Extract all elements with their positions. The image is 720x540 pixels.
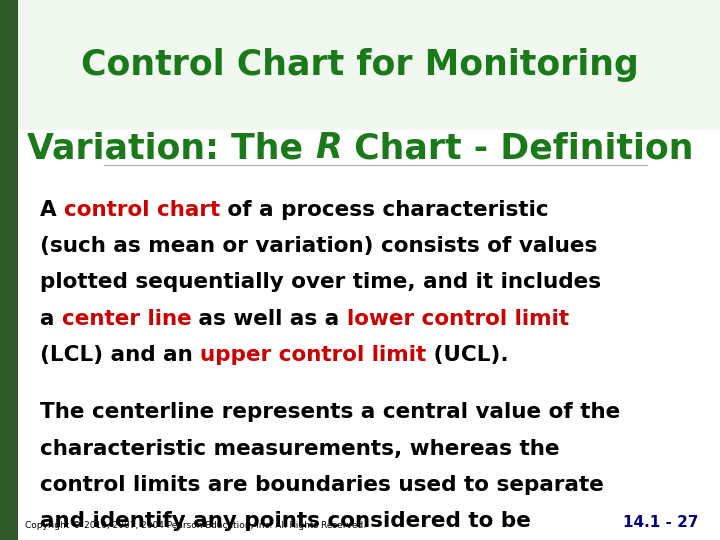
Text: lower control limit: lower control limit xyxy=(347,308,570,328)
Text: R: R xyxy=(315,132,342,165)
Text: The centerline represents a central value of the: The centerline represents a central valu… xyxy=(40,402,620,422)
Text: center line: center line xyxy=(62,308,192,328)
Text: A: A xyxy=(40,200,64,220)
Text: a: a xyxy=(40,308,62,328)
Text: of a process characteristic: of a process characteristic xyxy=(220,200,549,220)
Text: characteristic measurements, whereas the: characteristic measurements, whereas the xyxy=(40,438,559,458)
Text: (LCL) and an: (LCL) and an xyxy=(40,345,200,364)
Text: upper control limit: upper control limit xyxy=(200,345,426,364)
Text: Copyright © 2010, 2007, 2004 Pearson Education, Inc. All Rights Reserved.: Copyright © 2010, 2007, 2004 Pearson Edu… xyxy=(25,521,366,530)
Text: (such as mean or variation) consists of values: (such as mean or variation) consists of … xyxy=(40,236,597,256)
Text: control limits are boundaries used to separate: control limits are boundaries used to se… xyxy=(40,475,603,495)
Text: as well as a: as well as a xyxy=(192,308,347,328)
Text: plotted sequentially over time, and it includes: plotted sequentially over time, and it i… xyxy=(40,272,600,292)
Text: control chart: control chart xyxy=(64,200,220,220)
Text: and identify any points considered to be: and identify any points considered to be xyxy=(40,511,531,531)
Text: Chart - Definition: Chart - Definition xyxy=(342,132,693,165)
Text: (UCL).: (UCL). xyxy=(426,345,509,364)
Text: Control Chart for Monitoring: Control Chart for Monitoring xyxy=(81,48,639,82)
Text: 14.1 - 27: 14.1 - 27 xyxy=(623,515,698,530)
Text: Variation: The: Variation: The xyxy=(27,132,315,165)
